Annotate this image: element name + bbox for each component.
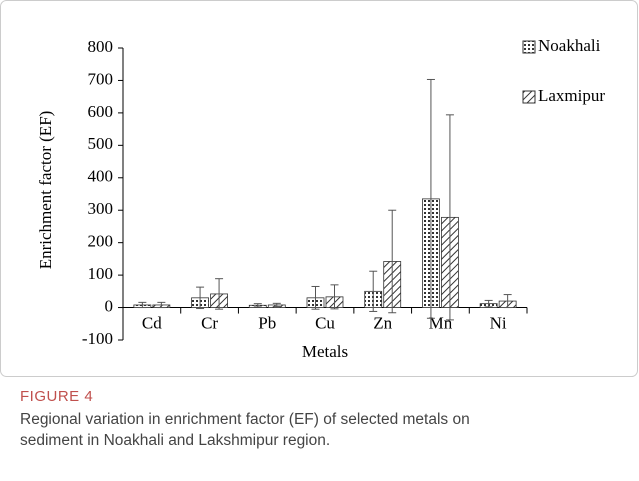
x-tick-label: Cr	[201, 313, 218, 332]
x-tick-label: Pb	[258, 313, 276, 332]
x-axis-label: Metals	[302, 342, 348, 361]
y-tick-label: 200	[88, 232, 114, 251]
legend-label: Noakhali	[538, 36, 601, 55]
legend-swatch	[522, 90, 536, 104]
frame	[0, 0, 638, 377]
x-tick-label: Cu	[315, 313, 335, 332]
y-tick-label: -100	[82, 329, 113, 348]
caption-line: Regional variation in enrichment factor …	[20, 411, 470, 428]
x-tick-label: Mn	[429, 313, 453, 332]
y-tick-label: 300	[88, 199, 114, 218]
caption-line: sediment in Noakhali and Lakshmipur regi…	[20, 432, 331, 449]
y-tick-label: 100	[88, 264, 114, 283]
y-tick-label: 0	[105, 296, 114, 315]
y-axis-label: Enrichment factor (EF)	[36, 111, 55, 270]
y-tick-label: 800	[88, 37, 114, 56]
y-tick-label: 600	[88, 102, 114, 121]
x-tick-label: Zn	[373, 313, 392, 332]
y-tick-label: 500	[88, 134, 114, 153]
figure-label: FIGURE 4	[20, 388, 94, 405]
y-tick-label: 700	[88, 69, 114, 88]
x-tick-label: Cd	[142, 313, 162, 332]
legend-swatch	[522, 40, 536, 54]
legend-label: Laxmipur	[538, 86, 605, 105]
y-tick-label: 400	[88, 167, 114, 186]
x-tick-label: Ni	[490, 313, 507, 332]
chart: Enrichment factor (EF) Metals -100 0 100 20…	[0, 0, 638, 377]
